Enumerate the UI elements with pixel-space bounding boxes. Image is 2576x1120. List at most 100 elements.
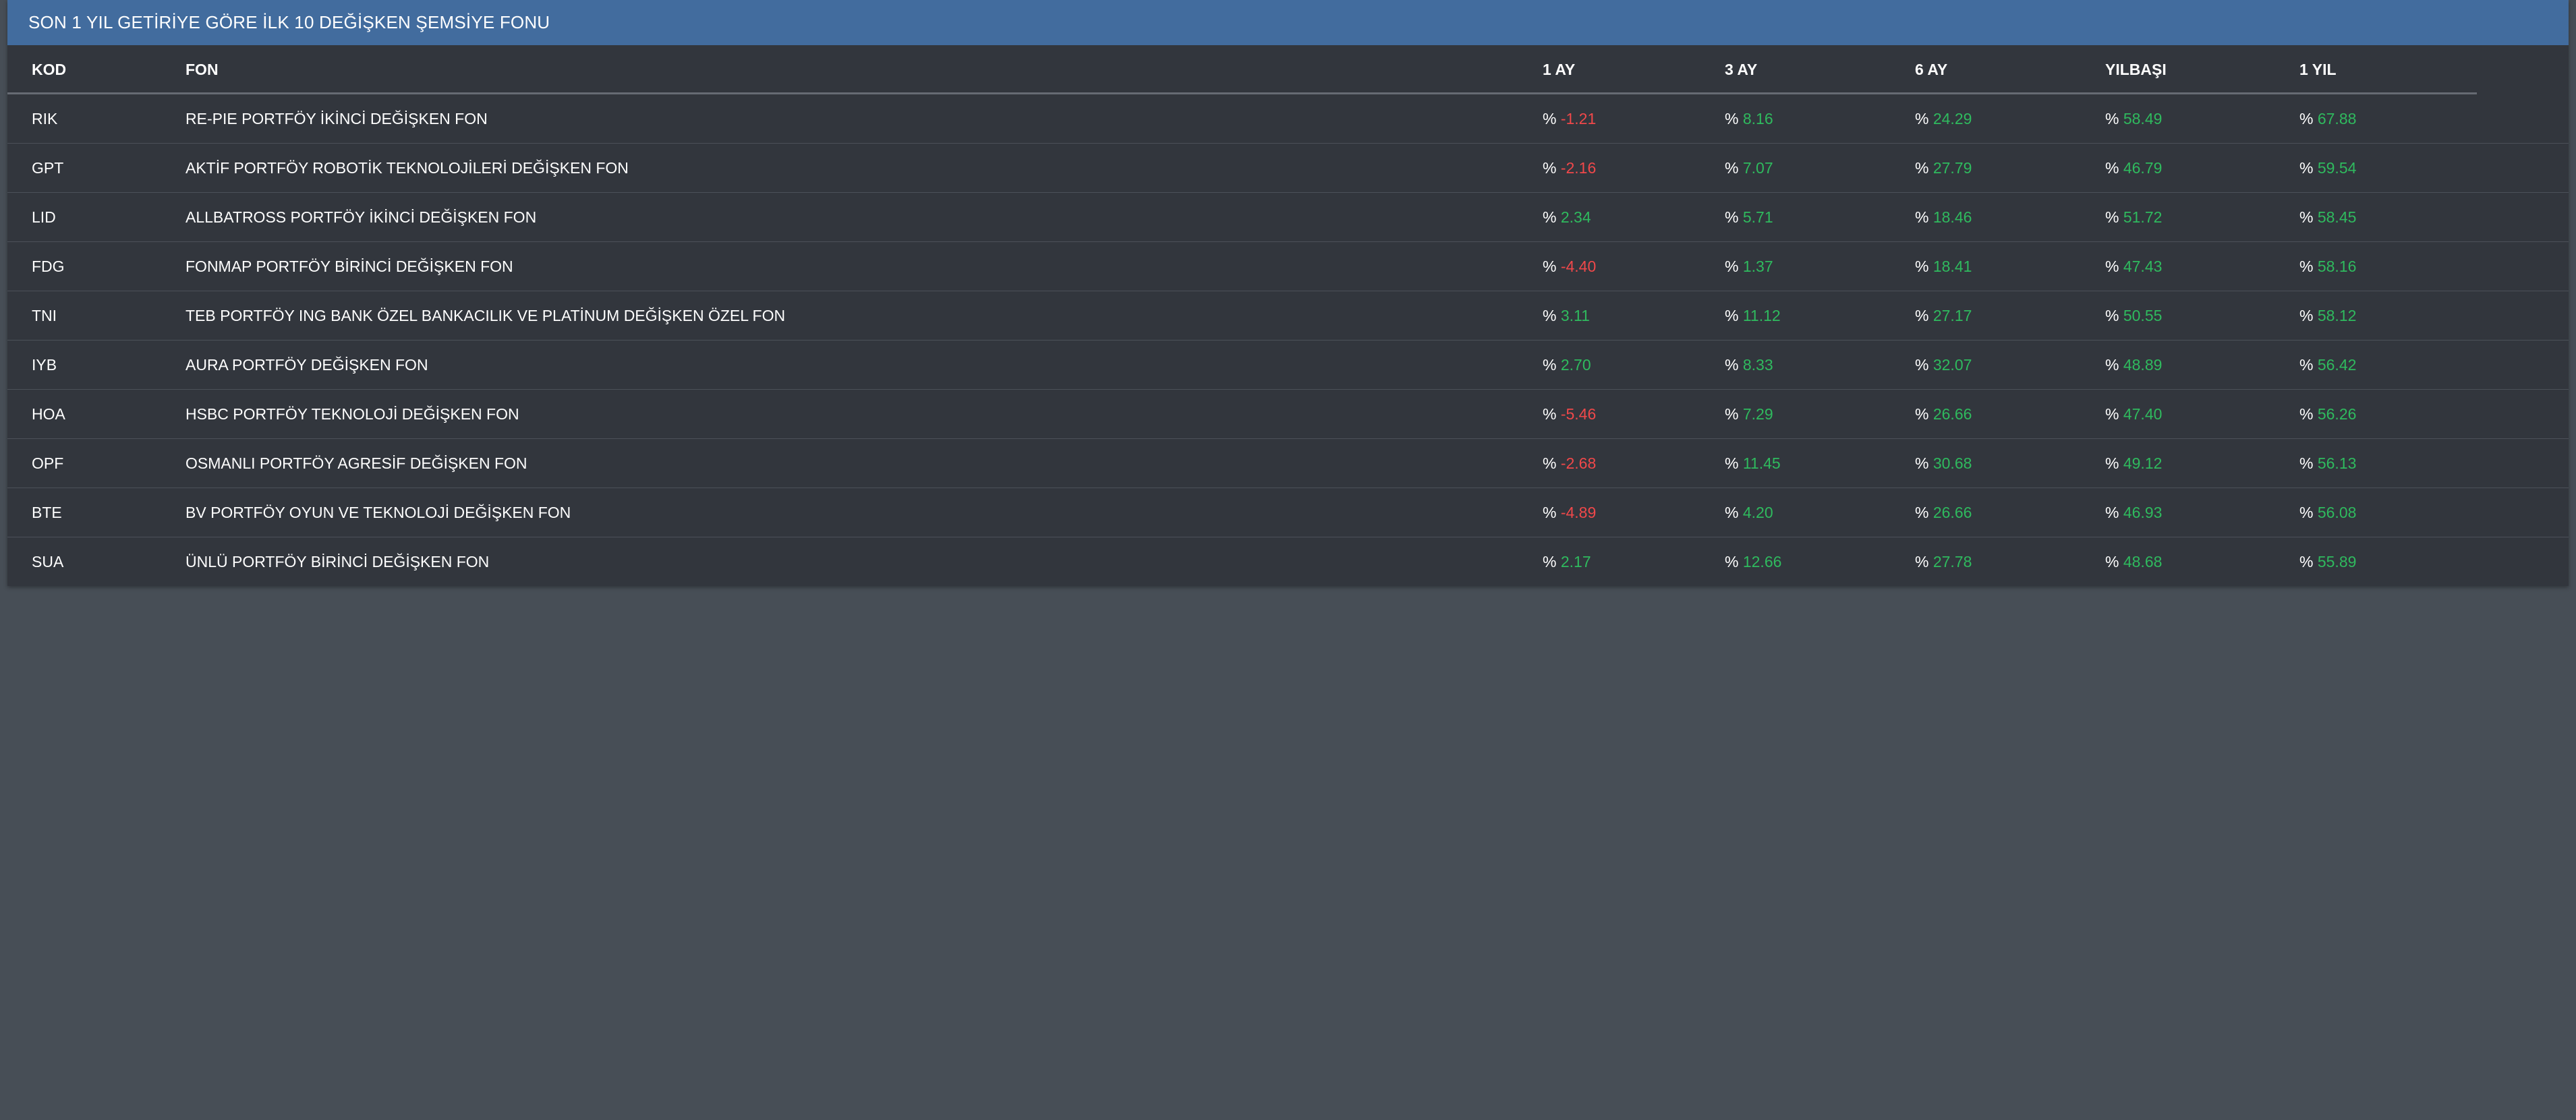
fund-code[interactable]: BTE <box>32 503 62 521</box>
return-value: 11.12 <box>1742 306 1781 324</box>
fund-code[interactable]: OPF <box>32 454 64 472</box>
column-header-fon[interactable]: FON <box>185 61 219 78</box>
return-value: 7.07 <box>1742 158 1773 177</box>
fund-code[interactable]: SUA <box>32 552 64 570</box>
percent-symbol: % <box>2105 355 2119 374</box>
return-value: 1.37 <box>1742 257 1773 275</box>
fund-code[interactable]: FDG <box>32 257 65 275</box>
return-1-ay: % 2.70 <box>1543 356 1725 374</box>
return-value: 8.33 <box>1742 355 1773 374</box>
return-value: -4.40 <box>1560 257 1597 275</box>
percent-symbol: % <box>1543 503 1557 521</box>
fund-name[interactable]: HSBC PORTFÖY TEKNOLOJİ DEĞİŞKEN FON <box>185 405 519 423</box>
column-header-6-ay[interactable]: 6 AY <box>1915 61 1948 78</box>
fund-code[interactable]: TNI <box>32 306 57 324</box>
fund-name[interactable]: AKTİF PORTFÖY ROBOTİK TEKNOLOJİLERİ DEĞİ… <box>185 158 629 177</box>
table-row[interactable]: RIK RE-PIE PORTFÖY İKİNCİ DEĞİŞKEN FON %… <box>7 94 2569 143</box>
fund-name[interactable]: RE-PIE PORTFÖY İKİNCİ DEĞİŞKEN FON <box>185 109 488 127</box>
return-yilbasi: % 46.93 <box>2105 504 2299 522</box>
return-value: -1.21 <box>1560 109 1597 127</box>
percent-symbol: % <box>1725 503 1739 521</box>
table-row[interactable]: BTE BV PORTFÖY OYUN VE TEKNOLOJİ DEĞİŞKE… <box>7 488 2569 537</box>
percent-symbol: % <box>2299 109 2314 127</box>
fund-code[interactable]: RIK <box>32 109 58 127</box>
percent-symbol: % <box>1915 306 1929 324</box>
fund-table-panel: SON 1 YIL GETİRİYE GÖRE İLK 10 DEĞİŞKEN … <box>7 0 2569 586</box>
return-yilbasi: % 49.12 <box>2105 454 2299 473</box>
column-header-kod[interactable]: KOD <box>32 61 67 78</box>
fund-name[interactable]: TEB PORTFÖY ING BANK ÖZEL BANKACILIK VE … <box>185 306 786 324</box>
return-6-ay: % 30.68 <box>1915 454 2105 473</box>
return-value: 4.20 <box>1742 503 1773 521</box>
return-1-ay: % -4.89 <box>1543 504 1725 522</box>
fund-name[interactable]: AURA PORTFÖY DEĞİŞKEN FON <box>185 355 428 374</box>
return-3-ay: % 8.33 <box>1725 356 1915 374</box>
return-value: 56.26 <box>2317 405 2357 423</box>
table-row[interactable]: LID ALLBATROSS PORTFÖY İKİNCİ DEĞİŞKEN F… <box>7 192 2569 241</box>
return-3-ay: % 12.66 <box>1725 553 1915 571</box>
return-value: -2.16 <box>1560 158 1597 177</box>
table-row[interactable]: FDG FONMAP PORTFÖY BİRİNCİ DEĞİŞKEN FON … <box>7 241 2569 291</box>
fund-name[interactable]: ÜNLÜ PORTFÖY BİRİNCİ DEĞİŞKEN FON <box>185 552 490 570</box>
fund-name[interactable]: OSMANLI PORTFÖY AGRESİF DEĞİŞKEN FON <box>185 454 527 472</box>
return-value: 27.79 <box>1933 158 1972 177</box>
return-1-ay: % 2.34 <box>1543 208 1725 227</box>
return-3-ay: % 5.71 <box>1725 208 1915 227</box>
fund-name[interactable]: FONMAP PORTFÖY BİRİNCİ DEĞİŞKEN FON <box>185 257 513 275</box>
return-value: 55.89 <box>2317 552 2357 570</box>
fund-name[interactable]: ALLBATROSS PORTFÖY İKİNCİ DEĞİŞKEN FON <box>185 208 537 226</box>
fund-code[interactable]: HOA <box>32 405 65 423</box>
return-value: 26.66 <box>1933 405 1972 423</box>
fund-code[interactable]: LID <box>32 208 56 226</box>
return-1-ay: % 3.11 <box>1543 307 1725 325</box>
percent-symbol: % <box>2299 552 2314 570</box>
percent-symbol: % <box>1725 405 1739 423</box>
return-value: 32.07 <box>1933 355 1972 374</box>
percent-symbol: % <box>2105 208 2119 226</box>
percent-symbol: % <box>1543 158 1557 177</box>
return-value: -2.68 <box>1560 454 1597 472</box>
return-value: 2.34 <box>1560 208 1591 226</box>
return-yilbasi: % 58.49 <box>2105 110 2299 128</box>
return-value: 47.43 <box>2123 257 2163 275</box>
return-1-yil: % 58.45 <box>2299 208 2576 227</box>
percent-symbol: % <box>1543 208 1557 226</box>
table-row[interactable]: TNI TEB PORTFÖY ING BANK ÖZEL BANKACILIK… <box>7 291 2569 340</box>
percent-symbol: % <box>1543 306 1557 324</box>
return-3-ay: % 8.16 <box>1725 110 1915 128</box>
percent-symbol: % <box>2105 552 2119 570</box>
table-row[interactable]: SUA ÜNLÜ PORTFÖY BİRİNCİ DEĞİŞKEN FON % … <box>7 537 2569 586</box>
table-row[interactable]: OPF OSMANLI PORTFÖY AGRESİF DEĞİŞKEN FON… <box>7 438 2569 488</box>
return-value: 2.70 <box>1560 355 1591 374</box>
percent-symbol: % <box>1543 355 1557 374</box>
percent-symbol: % <box>2105 405 2119 423</box>
fund-name[interactable]: BV PORTFÖY OYUN VE TEKNOLOJİ DEĞİŞKEN FO… <box>185 503 571 521</box>
return-value: 3.11 <box>1560 306 1590 324</box>
return-value: 59.54 <box>2317 158 2357 177</box>
return-yilbasi: % 46.79 <box>2105 159 2299 177</box>
column-header-1-ay[interactable]: 1 AY <box>1543 61 1576 78</box>
return-1-yil: % 56.13 <box>2299 454 2576 473</box>
column-header-1-yil[interactable]: 1 YIL <box>2299 61 2337 78</box>
return-1-yil: % 67.88 <box>2299 110 2576 128</box>
return-6-ay: % 27.78 <box>1915 553 2105 571</box>
column-header-yilbasi[interactable]: YILBAŞI <box>2105 61 2167 78</box>
table-row[interactable]: HOA HSBC PORTFÖY TEKNOLOJİ DEĞİŞKEN FON … <box>7 389 2569 438</box>
percent-symbol: % <box>2299 257 2314 275</box>
return-1-ay: % -2.16 <box>1543 159 1725 177</box>
return-value: 27.17 <box>1933 306 1972 324</box>
table-row[interactable]: GPT AKTİF PORTFÖY ROBOTİK TEKNOLOJİLERİ … <box>7 143 2569 192</box>
return-1-ay: % -2.68 <box>1543 454 1725 473</box>
return-3-ay: % 11.45 <box>1725 454 1915 473</box>
fund-code[interactable]: IYB <box>32 355 57 374</box>
percent-symbol: % <box>1915 405 1929 423</box>
column-header-3-ay[interactable]: 3 AY <box>1725 61 1758 78</box>
fund-code[interactable]: GPT <box>32 158 64 177</box>
return-6-ay: % 26.66 <box>1915 504 2105 522</box>
return-value: 56.08 <box>2317 503 2357 521</box>
return-yilbasi: % 50.55 <box>2105 307 2299 325</box>
table-row[interactable]: IYB AURA PORTFÖY DEĞİŞKEN FON % 2.70 % 8… <box>7 340 2569 389</box>
percent-symbol: % <box>1543 109 1557 127</box>
percent-symbol: % <box>2299 355 2314 374</box>
return-1-ay: % 2.17 <box>1543 553 1725 571</box>
